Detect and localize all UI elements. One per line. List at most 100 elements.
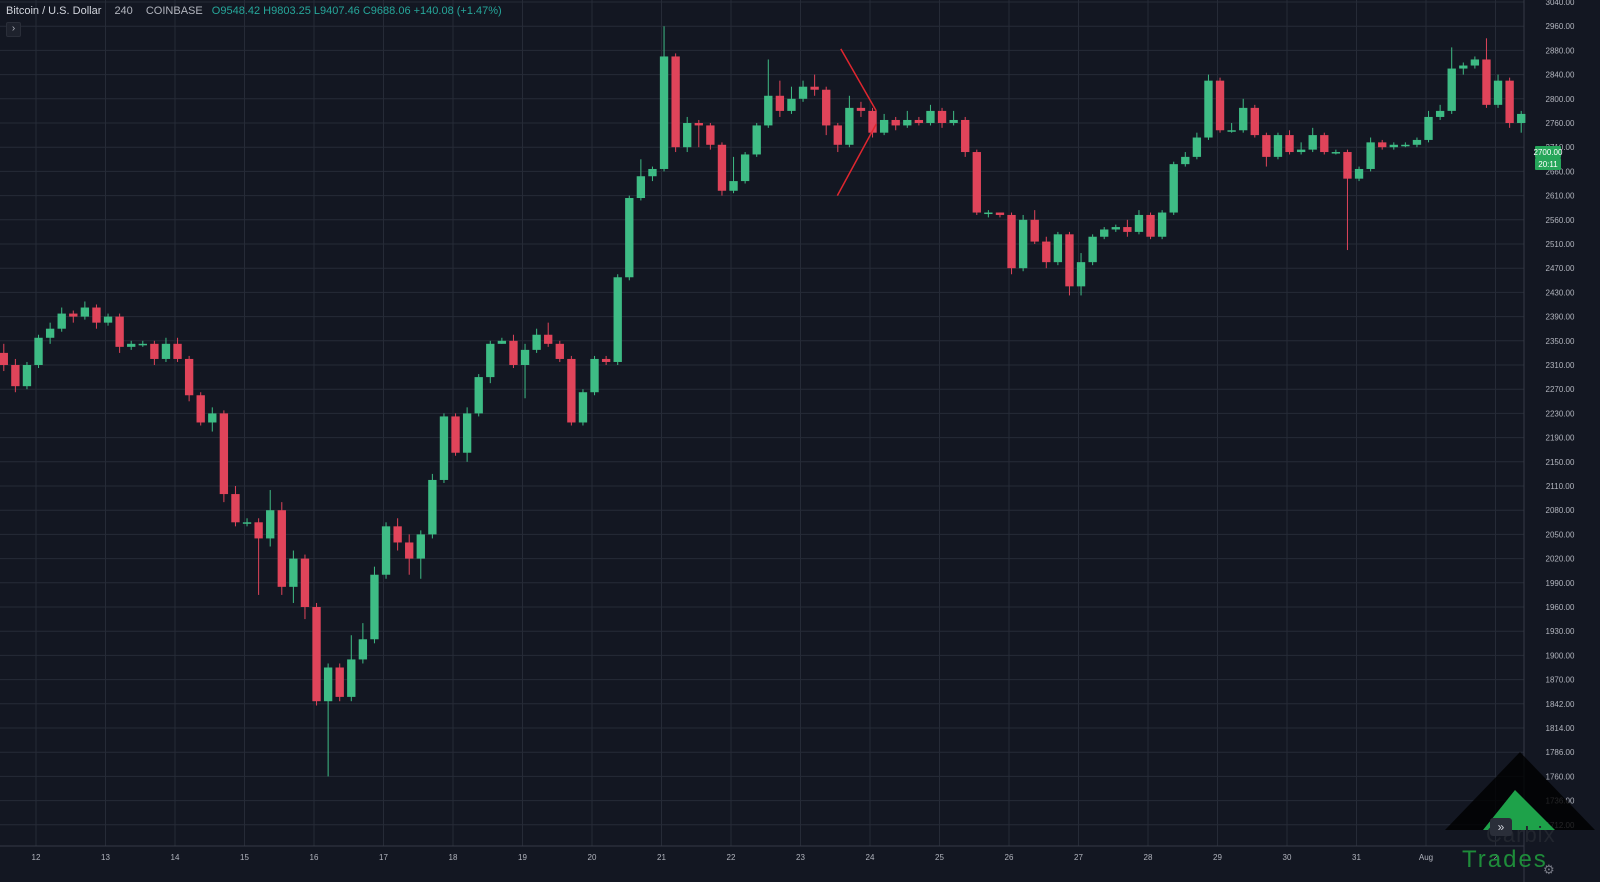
candle-body	[393, 526, 402, 543]
date-tick-label: 29	[1213, 853, 1222, 862]
candle-body	[787, 98, 796, 111]
candle-down	[509, 334, 518, 369]
date-tick-label: Aug	[1419, 853, 1433, 862]
candle-body	[381, 526, 391, 575]
candle-down	[173, 337, 182, 362]
candle-body	[1343, 152, 1352, 179]
candle-down	[775, 80, 785, 117]
price-tick-label: 2560.00	[1546, 216, 1575, 225]
candle-up	[289, 550, 298, 603]
date-tick-label: 27	[1074, 853, 1083, 862]
symbol-name[interactable]: Bitcoin / U.S. Dollar	[6, 5, 102, 17]
candle-up	[1389, 142, 1398, 150]
candle-up	[740, 152, 750, 184]
candle-up	[57, 307, 66, 332]
price-tick-label: 1870.00	[1546, 676, 1575, 685]
candle-body	[22, 365, 32, 387]
candle-body	[1354, 168, 1364, 179]
price-tick-label: 2270.00	[1546, 385, 1575, 394]
candle-body	[1134, 214, 1144, 232]
gear-icon[interactable]: ⚙	[1543, 862, 1555, 877]
candle-down	[1285, 130, 1294, 155]
candle-down	[335, 663, 344, 702]
candle-body	[1262, 135, 1271, 157]
candle-body	[949, 119, 958, 123]
candle-body	[520, 349, 530, 365]
candle-up	[416, 530, 425, 579]
interval-label[interactable]: 240	[114, 5, 133, 17]
candle-body	[683, 123, 692, 148]
candle-up	[1493, 74, 1503, 108]
candle-body	[1320, 135, 1329, 153]
date-tick-label: 25	[935, 853, 944, 862]
candles	[0, 26, 1526, 777]
candle-up	[1459, 62, 1468, 75]
candle-body	[277, 510, 286, 587]
candle-up	[439, 413, 449, 483]
candle-body	[833, 125, 842, 145]
candle-up	[497, 337, 507, 344]
candle-body	[729, 181, 738, 191]
candle-body	[474, 377, 483, 414]
price-tick-label: 1786.00	[1546, 748, 1575, 757]
candle-body	[428, 479, 437, 535]
candle-body	[1505, 80, 1514, 123]
price-tick-label: 2050.00	[1546, 530, 1575, 539]
price-tick-label: 2760.00	[1546, 119, 1575, 128]
candle-body	[798, 86, 808, 99]
candle-up	[984, 210, 993, 218]
candle-down	[1042, 236, 1051, 269]
scroll-to-realtime-button[interactable]: »	[1490, 818, 1512, 836]
candle-down	[451, 413, 460, 456]
candle-up	[1517, 110, 1526, 133]
price-tick-label: 2610.00	[1546, 192, 1575, 201]
candle-body	[810, 86, 819, 90]
candle-up	[787, 86, 796, 114]
price-tick-label: 2310.00	[1546, 361, 1575, 370]
candle-body	[266, 510, 275, 539]
candle-up	[949, 110, 958, 126]
candle-body	[1412, 139, 1422, 145]
candle-body	[173, 343, 182, 359]
price-tick-label: 2470.00	[1546, 264, 1575, 273]
date-tick-label: 21	[657, 853, 666, 862]
candle-up	[1470, 56, 1480, 69]
candle-up	[1157, 210, 1167, 240]
candle-down	[856, 101, 866, 117]
candle-down	[92, 304, 101, 329]
candle-down	[1378, 139, 1387, 150]
candle-body	[231, 494, 240, 523]
candle-up	[798, 80, 808, 102]
collapse-legend-button[interactable]: ›	[6, 22, 21, 37]
candle-down	[972, 149, 981, 215]
candle-down	[671, 53, 680, 153]
candle-down	[1505, 77, 1514, 128]
candle-down	[405, 534, 414, 575]
price-tick-label: 2510.00	[1546, 240, 1575, 249]
candle-body	[335, 667, 344, 697]
candle-body	[845, 107, 854, 145]
candle-down	[1250, 104, 1259, 138]
candle-body	[1401, 144, 1410, 147]
candle-up	[1111, 224, 1120, 232]
candle-body	[289, 558, 298, 587]
date-tick-label: 16	[310, 853, 319, 862]
candle-down	[254, 518, 263, 595]
candle-body	[1366, 142, 1375, 169]
candle-up	[358, 623, 368, 664]
candle-down	[150, 340, 159, 365]
candle-down	[1343, 149, 1352, 251]
candle-down	[184, 355, 194, 402]
candle-body	[671, 56, 680, 148]
candle-body	[1227, 130, 1236, 132]
price-tick-label: 1990.00	[1546, 579, 1575, 588]
candle-up	[752, 123, 761, 157]
candle-body	[972, 152, 981, 213]
candle-body	[601, 358, 611, 362]
candle-body	[1007, 214, 1016, 269]
candle-up	[578, 389, 588, 426]
watermark-dark-triangle	[1445, 752, 1595, 830]
candle-body	[984, 212, 993, 215]
candle-up	[80, 301, 90, 320]
